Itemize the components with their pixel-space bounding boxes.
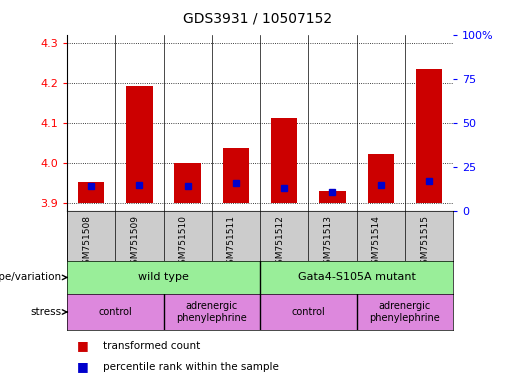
Text: GSM751513: GSM751513 bbox=[323, 215, 333, 270]
Text: adrenergic
phenylephrine: adrenergic phenylephrine bbox=[177, 301, 247, 323]
Text: GSM751511: GSM751511 bbox=[227, 215, 236, 270]
Text: ■: ■ bbox=[77, 360, 89, 373]
Text: Gata4-S105A mutant: Gata4-S105A mutant bbox=[298, 272, 416, 283]
Text: transformed count: transformed count bbox=[103, 341, 200, 351]
Bar bbox=[416, 69, 442, 203]
Text: control: control bbox=[98, 307, 132, 317]
Text: wild type: wild type bbox=[138, 272, 189, 283]
Text: GSM751512: GSM751512 bbox=[275, 215, 284, 270]
Text: GDS3931 / 10507152: GDS3931 / 10507152 bbox=[183, 12, 332, 25]
Bar bbox=[368, 154, 394, 203]
Text: GSM751509: GSM751509 bbox=[130, 215, 140, 270]
Text: GSM751510: GSM751510 bbox=[179, 215, 187, 270]
Bar bbox=[175, 163, 201, 203]
Text: ■: ■ bbox=[77, 339, 89, 352]
Text: adrenergic
phenylephrine: adrenergic phenylephrine bbox=[370, 301, 440, 323]
Text: stress: stress bbox=[31, 307, 62, 317]
Text: GSM751508: GSM751508 bbox=[82, 215, 91, 270]
Bar bbox=[319, 191, 346, 203]
Text: genotype/variation: genotype/variation bbox=[0, 272, 62, 283]
Bar bbox=[126, 86, 152, 203]
Bar bbox=[271, 118, 298, 203]
Text: percentile rank within the sample: percentile rank within the sample bbox=[103, 362, 279, 372]
Text: GSM751515: GSM751515 bbox=[420, 215, 429, 270]
Text: control: control bbox=[291, 307, 325, 317]
Bar bbox=[222, 148, 249, 203]
Bar bbox=[78, 182, 105, 203]
Text: GSM751514: GSM751514 bbox=[372, 215, 381, 270]
